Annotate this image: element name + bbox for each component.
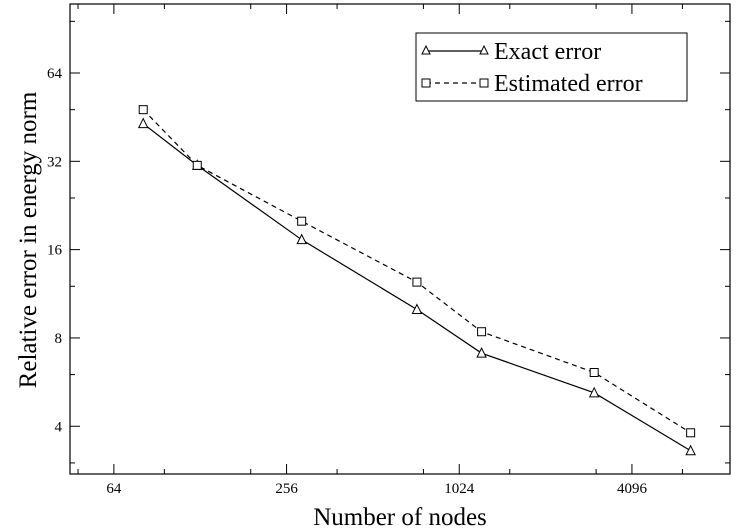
x-tick-label: 256 <box>275 481 298 497</box>
legend-exact-marker-left <box>421 44 431 55</box>
series-1-point <box>297 216 307 226</box>
legend: Exact error Estimated error <box>415 32 688 102</box>
series-layer <box>137 105 696 456</box>
x-axis-title: Number of nodes <box>313 504 487 531</box>
legend-estimated-marker-right <box>479 78 489 88</box>
series-1-point <box>589 367 599 377</box>
x-tick-label: 4096 <box>617 481 648 497</box>
series-1-point <box>138 105 148 115</box>
series-1-point <box>477 327 487 337</box>
y-axis-title: Relative error in energy norm <box>15 91 42 388</box>
x-tick-label: 64 <box>106 481 122 497</box>
series-1-point <box>686 428 696 438</box>
y-axis-ticks: 4 8 16 32 64 <box>47 20 730 464</box>
series-0-point <box>685 444 696 456</box>
series-0-point <box>476 347 487 358</box>
legend-estimated-label: Estimated error <box>494 71 643 97</box>
y-tick-label: 16 <box>47 243 63 259</box>
y-tick-label: 4 <box>55 419 63 435</box>
legend-box <box>415 32 688 102</box>
x-tick-label: 1024 <box>444 481 475 497</box>
series-1-line <box>142 109 691 434</box>
series-0-point <box>296 233 307 245</box>
series-0-point <box>588 386 600 398</box>
series-0-point <box>137 117 149 129</box>
plot-frame <box>69 3 731 475</box>
series-1-point <box>412 277 422 287</box>
x-axis-ticks: 64 256 1024 4096 <box>77 4 683 497</box>
series-0-line <box>142 123 691 452</box>
legend-exact-marker-right <box>479 44 489 55</box>
y-tick-label: 64 <box>47 66 63 82</box>
legend-estimated-marker-left <box>421 78 431 88</box>
y-tick-label: 32 <box>47 154 62 170</box>
legend-exact-label: Exact error <box>494 39 601 65</box>
series-0-point <box>411 303 423 315</box>
y-tick-label: 8 <box>55 331 63 347</box>
series-1-point <box>192 160 202 170</box>
